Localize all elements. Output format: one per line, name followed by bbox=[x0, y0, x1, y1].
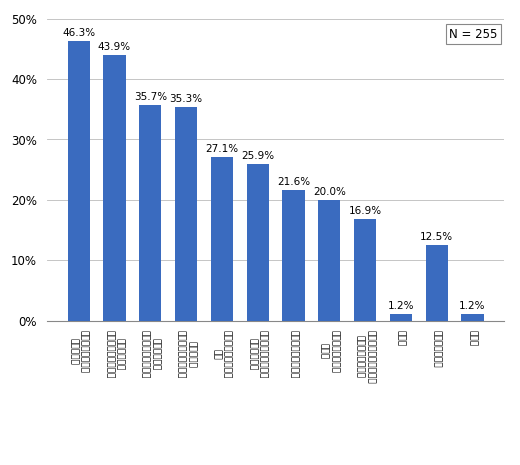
Text: 投資ができる
専門知識がなくても: 投資ができる 専門知識がなくても bbox=[105, 330, 124, 379]
Bar bbox=[318, 200, 341, 321]
Text: 期待できる
比較的高い利回りが: 期待できる 比較的高い利回りが bbox=[176, 330, 196, 379]
Text: 目的に応じて選べる
種類が豊富で: 目的に応じて選べる 種類が豊富で bbox=[248, 330, 267, 379]
Bar bbox=[211, 157, 233, 321]
Text: N = 255: N = 255 bbox=[449, 28, 498, 40]
Text: 複利に回る商品がある
分配金が自動的に: 複利に回る商品がある 分配金が自動的に bbox=[355, 330, 375, 384]
Bar bbox=[354, 219, 376, 321]
Bar bbox=[282, 190, 305, 321]
Text: 定期的に分配金が
受け取れる: 定期的に分配金が 受け取れる bbox=[69, 330, 88, 373]
Text: 46.3%: 46.3% bbox=[62, 28, 95, 38]
Text: 無回答: 無回答 bbox=[468, 330, 477, 346]
Text: 25.9%: 25.9% bbox=[241, 151, 274, 161]
Text: 海外投資が手軽に
できる: 海外投資が手軽に できる bbox=[320, 330, 339, 373]
Bar bbox=[425, 246, 448, 321]
Bar bbox=[175, 107, 197, 321]
Text: 35.3%: 35.3% bbox=[170, 94, 203, 105]
Text: 16.9%: 16.9% bbox=[348, 206, 382, 216]
Text: 1.2%: 1.2% bbox=[387, 300, 414, 311]
Bar bbox=[103, 55, 126, 321]
Text: 20.0%: 20.0% bbox=[313, 187, 346, 197]
Bar bbox=[461, 313, 484, 321]
Bar bbox=[68, 41, 90, 321]
Text: 43.9%: 43.9% bbox=[98, 42, 131, 53]
Text: その他: その他 bbox=[396, 330, 406, 346]
Text: 12.5%: 12.5% bbox=[420, 232, 453, 242]
Text: 購入手続きが簡単で
ある: 購入手続きが簡単で ある bbox=[212, 330, 231, 379]
Bar bbox=[246, 164, 269, 321]
Text: 27.1%: 27.1% bbox=[205, 144, 239, 154]
Bar bbox=[139, 105, 161, 321]
Text: 1.2%: 1.2% bbox=[459, 300, 486, 311]
Text: 面白味がある
少額でも株式投資の: 面白味がある 少額でも株式投資の bbox=[140, 330, 160, 379]
Text: よくわからない: よくわからない bbox=[432, 330, 441, 367]
Bar bbox=[390, 313, 412, 321]
Text: 積立て投資ができる: 積立て投資ができる bbox=[289, 330, 298, 379]
Text: 21.6%: 21.6% bbox=[277, 177, 310, 187]
Text: 35.7%: 35.7% bbox=[134, 92, 167, 102]
